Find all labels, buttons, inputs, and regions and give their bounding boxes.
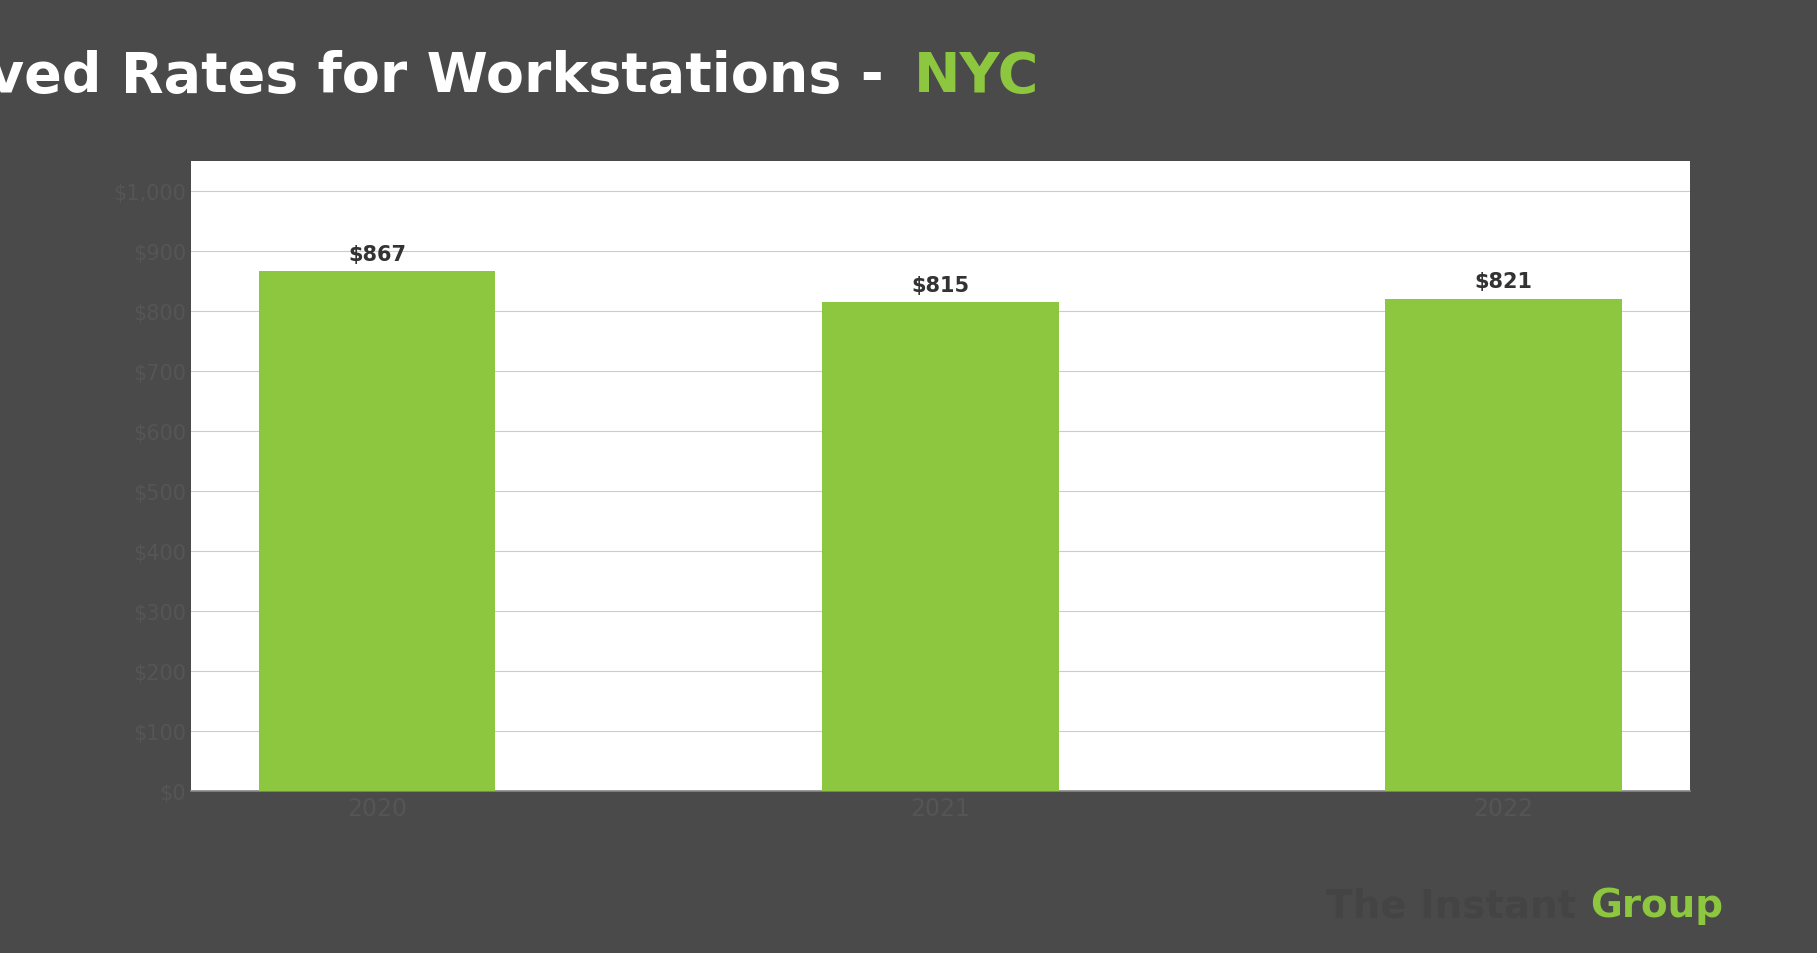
Bar — [1385, 299, 1623, 791]
Text: $821: $821 — [1474, 272, 1532, 292]
Bar — [260, 272, 496, 791]
Text: Group: Group — [1590, 886, 1723, 924]
Bar — [821, 303, 1059, 791]
Text: Achieved Rates for Workstations -: Achieved Rates for Workstations - — [0, 51, 903, 105]
Text: $867: $867 — [349, 245, 407, 264]
Text: NYC: NYC — [914, 51, 1039, 105]
Text: The Instant: The Instant — [1326, 886, 1590, 924]
Text: $815: $815 — [912, 275, 968, 295]
